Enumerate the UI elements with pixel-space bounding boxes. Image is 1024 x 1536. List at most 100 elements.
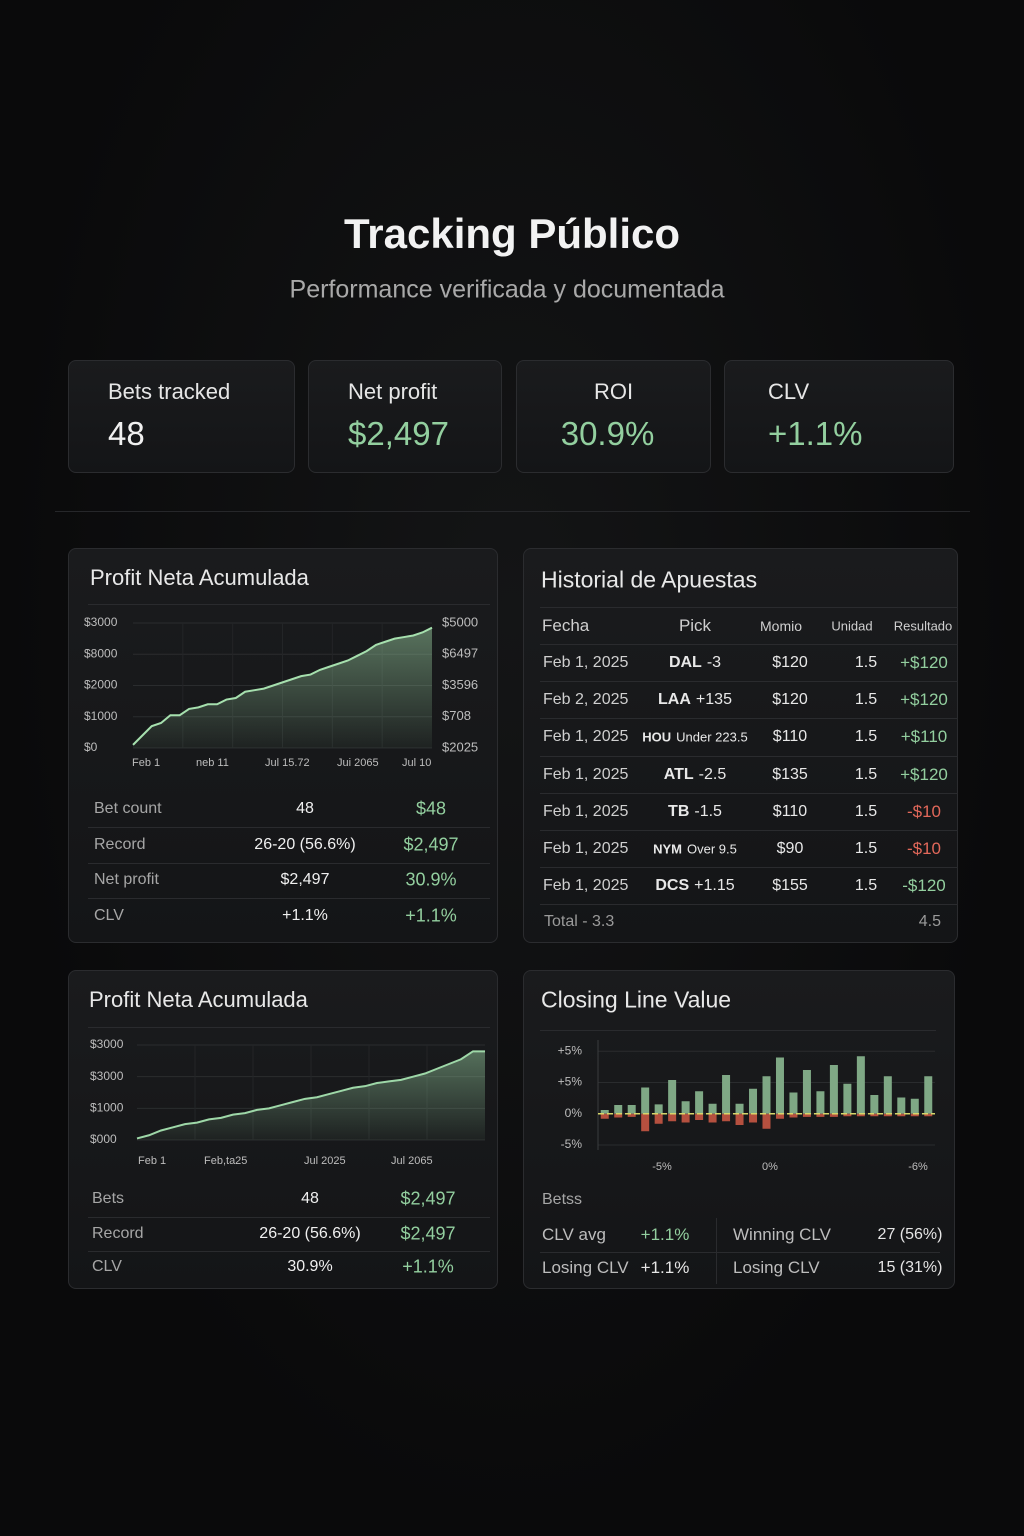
- bar: [641, 1087, 650, 1114]
- stat-value: 30.9%: [560, 415, 655, 452]
- stat-value: +1.1%: [768, 415, 863, 452]
- title-rule: [88, 1027, 490, 1028]
- row-separator: [88, 862, 490, 864]
- bar: [600, 1110, 609, 1114]
- row-value: 48: [301, 1190, 319, 1207]
- table-header: Resultado: [893, 618, 953, 634]
- bet-result: -$10: [906, 802, 942, 821]
- bet-odds: $135: [772, 766, 808, 783]
- y-tick-label: -5%: [561, 1137, 583, 1151]
- bet-date: Feb 1, 2025: [543, 654, 629, 671]
- bar: [708, 1103, 717, 1114]
- stat-label: ROI: [593, 379, 634, 404]
- clv-value: +1.1%: [640, 1258, 690, 1277]
- row-separator: [540, 793, 958, 794]
- bar: [708, 1113, 717, 1123]
- y2-tick-label: $708: [442, 708, 471, 723]
- title-rule: [540, 607, 958, 608]
- bet-result: -$10: [906, 839, 942, 858]
- x-tick-label: Jul 2025: [304, 1155, 346, 1167]
- table-total: Total - 3.3: [544, 913, 615, 930]
- row-label: Bet count: [94, 800, 162, 817]
- panel-title: Historial de Apuestas: [541, 566, 758, 593]
- row-separator: [540, 718, 958, 719]
- row-label: CLV: [94, 907, 124, 924]
- bar: [614, 1105, 623, 1114]
- divider: [55, 511, 970, 512]
- row-value: $2,497: [400, 1223, 456, 1244]
- bar: [910, 1098, 919, 1114]
- pick-line: -1.5: [694, 803, 722, 820]
- y2-tick-label: $5000: [442, 614, 478, 629]
- bar: [924, 1076, 933, 1114]
- bet-odds: $120: [772, 691, 808, 708]
- bar: [829, 1113, 838, 1117]
- row-value: $2,497: [403, 834, 459, 855]
- clv-value: +1.1%: [640, 1225, 690, 1244]
- bar: [775, 1113, 784, 1119]
- y-tick-label: $000: [90, 1132, 117, 1146]
- bet-units: 1.5: [854, 803, 878, 820]
- row-separator: [88, 1216, 490, 1218]
- table-header: Unidad: [831, 618, 873, 634]
- bet-date: Feb 1, 2025: [543, 840, 629, 857]
- y2-tick-label: $3596: [442, 677, 478, 692]
- bar: [924, 1113, 933, 1117]
- bar: [695, 1091, 704, 1114]
- row-label: Record: [94, 836, 146, 853]
- row-separator: [540, 867, 958, 868]
- x-tick-label: 0%: [762, 1161, 778, 1173]
- history-card: [523, 548, 958, 943]
- pick-team: ATL: [663, 766, 694, 783]
- row-value: $48: [415, 798, 447, 819]
- bar: [668, 1113, 677, 1122]
- bar: [762, 1113, 771, 1129]
- panel-title: Profit Neta Acumulada: [89, 987, 308, 1012]
- bar: [816, 1113, 825, 1117]
- bet-pick: DCS +1.15: [655, 877, 734, 895]
- bar: [722, 1075, 731, 1114]
- row-separator: [540, 1252, 940, 1253]
- bar: [883, 1113, 892, 1117]
- bar: [843, 1113, 852, 1117]
- title-rule: [540, 1030, 936, 1031]
- clv-value: 27 (56%): [877, 1226, 943, 1243]
- x-tick-label: -5%: [652, 1161, 672, 1173]
- title-rule: [88, 604, 490, 605]
- bar: [749, 1088, 758, 1114]
- bar: [735, 1113, 744, 1125]
- bar: [856, 1056, 865, 1114]
- bar: [816, 1091, 825, 1114]
- y-tick-label: $1000: [84, 709, 118, 723]
- bet-result: +$120: [900, 653, 948, 672]
- bet-pick: ATL -2.5: [664, 766, 727, 784]
- row-label: Net profit: [94, 871, 159, 888]
- bar: [735, 1103, 744, 1114]
- row-value: 26-20 (56.6%): [259, 1225, 361, 1242]
- bar: [654, 1104, 663, 1114]
- stat-label: CLV: [768, 379, 810, 404]
- bet-date: Feb 1, 2025: [543, 766, 629, 783]
- bar: [789, 1092, 798, 1114]
- clv-label: Losing CLV: [542, 1258, 629, 1277]
- row-value: 30.9%: [405, 869, 457, 890]
- bar: [910, 1113, 919, 1117]
- y-tick-label: $1000: [90, 1101, 124, 1115]
- stat-card: [308, 360, 502, 473]
- bar: [695, 1113, 704, 1120]
- panel-title: Closing Line Value: [541, 986, 732, 1013]
- y-tick-label: $0: [84, 740, 98, 754]
- bet-date: Feb 1, 2025: [543, 728, 629, 745]
- column-divider: [716, 1218, 717, 1284]
- bet-units: 1.5: [854, 877, 878, 894]
- row-label: CLV: [92, 1258, 122, 1275]
- stat-value: 48: [108, 415, 145, 452]
- x-tick-label: Feb 1: [132, 757, 160, 769]
- x-tick-label: Jul 15.72: [265, 757, 310, 769]
- bet-result: +$110: [900, 727, 948, 746]
- bar: [897, 1113, 906, 1117]
- bar: [681, 1113, 690, 1123]
- bet-units: 1.5: [854, 840, 878, 857]
- bar: [883, 1076, 892, 1114]
